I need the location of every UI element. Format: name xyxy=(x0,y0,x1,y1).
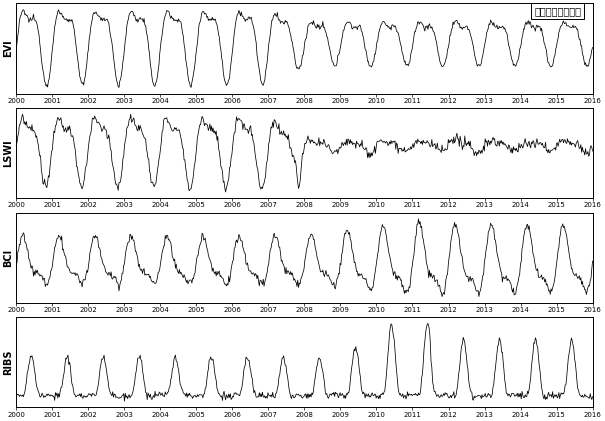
Y-axis label: LSWI: LSWI xyxy=(4,139,13,167)
Y-axis label: BCI: BCI xyxy=(4,249,13,267)
Y-axis label: EVI: EVI xyxy=(4,40,13,57)
Text: 耕地流失：城市化: 耕地流失：城市化 xyxy=(534,6,581,16)
Y-axis label: RIBS: RIBS xyxy=(4,349,13,375)
